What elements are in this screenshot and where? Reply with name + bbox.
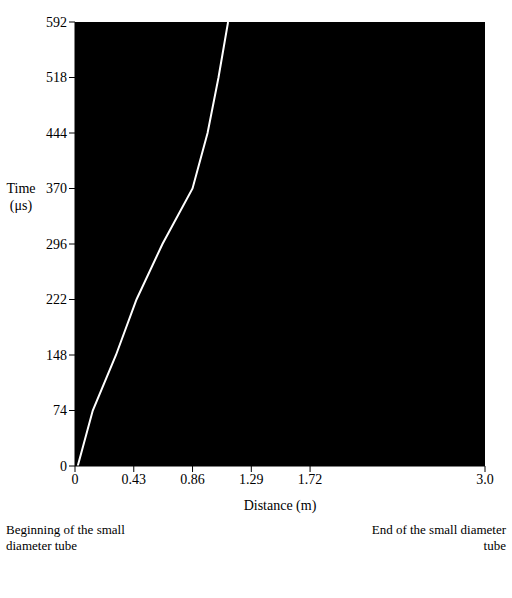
svg-text:518: 518	[46, 70, 67, 85]
svg-text:0: 0	[72, 472, 79, 487]
svg-text:444: 444	[46, 126, 67, 141]
html-text:Beginning of the small diamete: Beginning of the small diameter tube	[6, 522, 125, 553]
svg-text:Distance (m): Distance (m)	[244, 498, 317, 514]
html-text:Time (μs): Time (μs)	[6, 181, 36, 213]
svg-text:1.29: 1.29	[239, 472, 264, 487]
svg-text:0.86: 0.86	[180, 472, 205, 487]
svg-text:592: 592	[46, 15, 67, 30]
svg-text:222: 222	[46, 292, 67, 307]
svg-text:370: 370	[46, 181, 67, 196]
html-text:End of the small diameter tube: End of the small diameter tube	[371, 522, 506, 553]
svg-text:148: 148	[46, 348, 67, 363]
svg-text:0: 0	[60, 459, 67, 474]
svg-text:3.0: 3.0	[476, 472, 494, 487]
svg-text:1.72: 1.72	[298, 472, 323, 487]
svg-text:0.43: 0.43	[122, 472, 147, 487]
svg-text:74: 74	[53, 403, 67, 418]
svg-text:296: 296	[46, 237, 67, 252]
